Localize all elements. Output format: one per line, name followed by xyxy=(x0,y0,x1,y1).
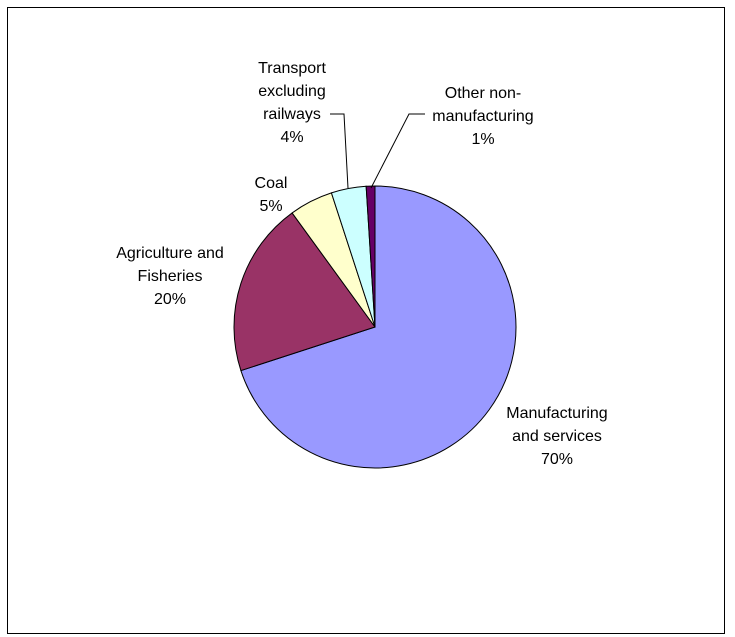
pie-slice-agriculture-and-fisheries xyxy=(233,212,376,372)
slice-label-manufacturing-and-services: Manufacturing and services 70% xyxy=(506,405,607,468)
slice-label-agriculture-and-fisheries: Agriculture and Fisheries 20% xyxy=(116,245,224,308)
pie-slice-other-non-manufacturing xyxy=(365,185,376,328)
leader-line-transport-excluding-railways xyxy=(330,113,349,189)
slice-label-coal: Coal 5% xyxy=(255,175,288,215)
leader-line-other-non-manufacturing xyxy=(370,113,425,189)
pie-slice-manufacturing-and-services xyxy=(240,185,517,469)
slice-label-other-non-manufacturing: Other non-manufacturing 1% xyxy=(432,85,533,148)
slice-label-transport-excluding-railways: Transport excluding railways 4% xyxy=(258,60,326,146)
